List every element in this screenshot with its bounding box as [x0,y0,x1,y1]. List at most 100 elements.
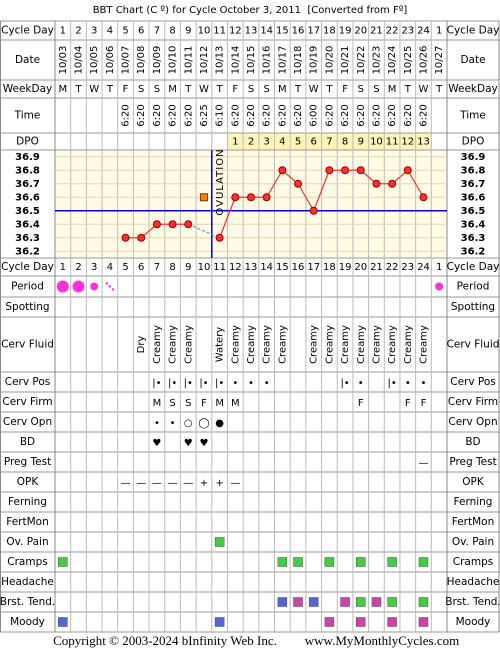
period-dot [435,282,444,291]
cell-text: Creamy [168,325,179,364]
cell-symbol: + [200,478,208,489]
temp-point [403,166,412,175]
cycle-day: 13 [245,26,258,37]
cell-symbol: ♥ [152,438,161,449]
cycle-day: 21 [370,26,383,37]
row-label: Brst. Tend. [445,596,500,608]
weekday: M [168,84,177,95]
date: 10/04 [74,46,85,75]
cycle-day: 1 [60,26,66,37]
symptom-marker [418,557,429,567]
cell-symbol: — [152,478,162,489]
row-label: Spotting [5,301,49,313]
cell-symbol: ● [215,418,224,429]
cell-symbol: • [405,378,411,389]
row-label: Date [15,54,40,66]
cell-text: Creamy [309,325,320,364]
cycle-day: 5 [122,262,128,273]
symptom-marker [387,557,397,567]
temp-point [372,179,381,188]
cycle-day: 21 [370,262,383,273]
time: 6:20 [418,104,429,126]
cycle-day: 9 [185,26,191,37]
row-label: OPK [462,476,485,488]
dpo: 2 [248,137,254,148]
date: 10/07 [121,46,132,75]
cycle-day: 1 [436,26,442,37]
row-label: Moody [456,616,491,628]
cycle-day: 2 [75,262,81,273]
date: 10/15 [246,46,257,75]
time: 6:20 [230,104,241,126]
temp-point [152,220,161,229]
cycle-day: 6 [138,262,144,273]
date: 10/27 [434,46,445,75]
cell-symbol: S [169,398,175,409]
row-label: Brst. Tend. [0,596,55,608]
cell-symbol: — [121,478,131,489]
cycle-day: 16 [292,26,305,37]
row-label: Ov. Pain [452,536,494,548]
y-tick-label: 36.5 [461,206,486,217]
symptom-marker [387,597,397,607]
row-label: Cramps [7,556,47,568]
cycle-day: 19 [339,262,352,273]
dpo: 3 [263,137,269,148]
cell-text: Creamy [262,325,273,364]
period-dot [72,280,85,293]
row-label: Headache [1,576,54,588]
time: 6:20 [136,104,147,126]
date: 10/23 [371,46,382,75]
cell-symbol: • [358,378,364,389]
cell-symbol: — [230,478,240,489]
cycle-day: 1 [60,262,66,273]
symptom-marker [356,557,366,567]
row-label: Cerv Fluid [447,339,500,351]
dpo-cell-bg [368,133,385,150]
row-label: WeekDay [3,83,53,95]
cell-symbol: |• [184,378,193,389]
weekday: W [309,84,319,95]
dpo: 4 [279,137,285,148]
row-label: Ferning [8,496,47,508]
cell-symbol: — [168,478,178,489]
weekday: S [264,84,270,95]
time: 6:20 [152,104,163,126]
dpo-cell-bg [305,133,322,150]
cycle-day: 23 [401,26,414,37]
cycle-day: 24 [417,26,430,37]
cycle-day: 22 [386,26,399,37]
row-label: Preg Test [4,456,51,468]
period-spot [108,285,112,288]
weekday: T [435,84,443,95]
temp-point [294,179,303,188]
date: 10/24 [387,46,398,75]
dpo: 11 [386,137,399,148]
date: 10/08 [136,46,147,75]
cell-symbol: |• [215,378,224,389]
cell-symbol: F [405,398,411,409]
symptom-marker [356,597,366,607]
cycle-day: 20 [354,26,367,37]
dpo-cell-bg [227,133,244,150]
y-tick-label: 36.8 [15,165,40,176]
time: 6:20 [183,104,194,126]
weekday: W [199,84,209,95]
weekday: M [59,84,68,95]
y-tick-label: 36.9 [15,152,40,163]
date: 10/20 [324,46,335,75]
cell-symbol: |• [199,378,208,389]
ovulation-label: OVULATION [215,148,226,215]
cell-symbol: ♥ [184,438,193,449]
y-tick-label: 36.4 [15,219,40,230]
dpo: 8 [342,137,348,148]
date: 10/11 [183,46,194,75]
weekday: T [216,84,224,95]
temp-point [388,179,397,188]
time: 6:20 [168,104,179,126]
weekday: T [106,84,114,95]
temp-gap-line [188,223,220,239]
dpo: 6 [311,137,317,148]
cycle-day: 18 [323,26,336,37]
